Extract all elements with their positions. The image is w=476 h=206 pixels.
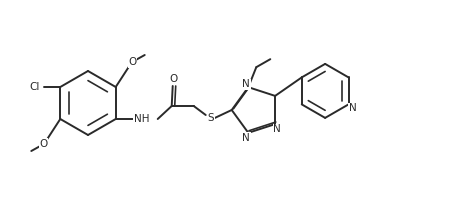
Text: N: N (273, 124, 280, 134)
Text: O: O (129, 57, 137, 67)
Text: Cl: Cl (29, 82, 40, 92)
Text: N: N (242, 133, 249, 143)
Text: N: N (242, 79, 249, 89)
Text: S: S (207, 113, 214, 123)
Text: NH: NH (134, 114, 149, 124)
Text: N: N (348, 103, 356, 113)
Text: O: O (39, 139, 47, 149)
Text: O: O (169, 74, 178, 84)
